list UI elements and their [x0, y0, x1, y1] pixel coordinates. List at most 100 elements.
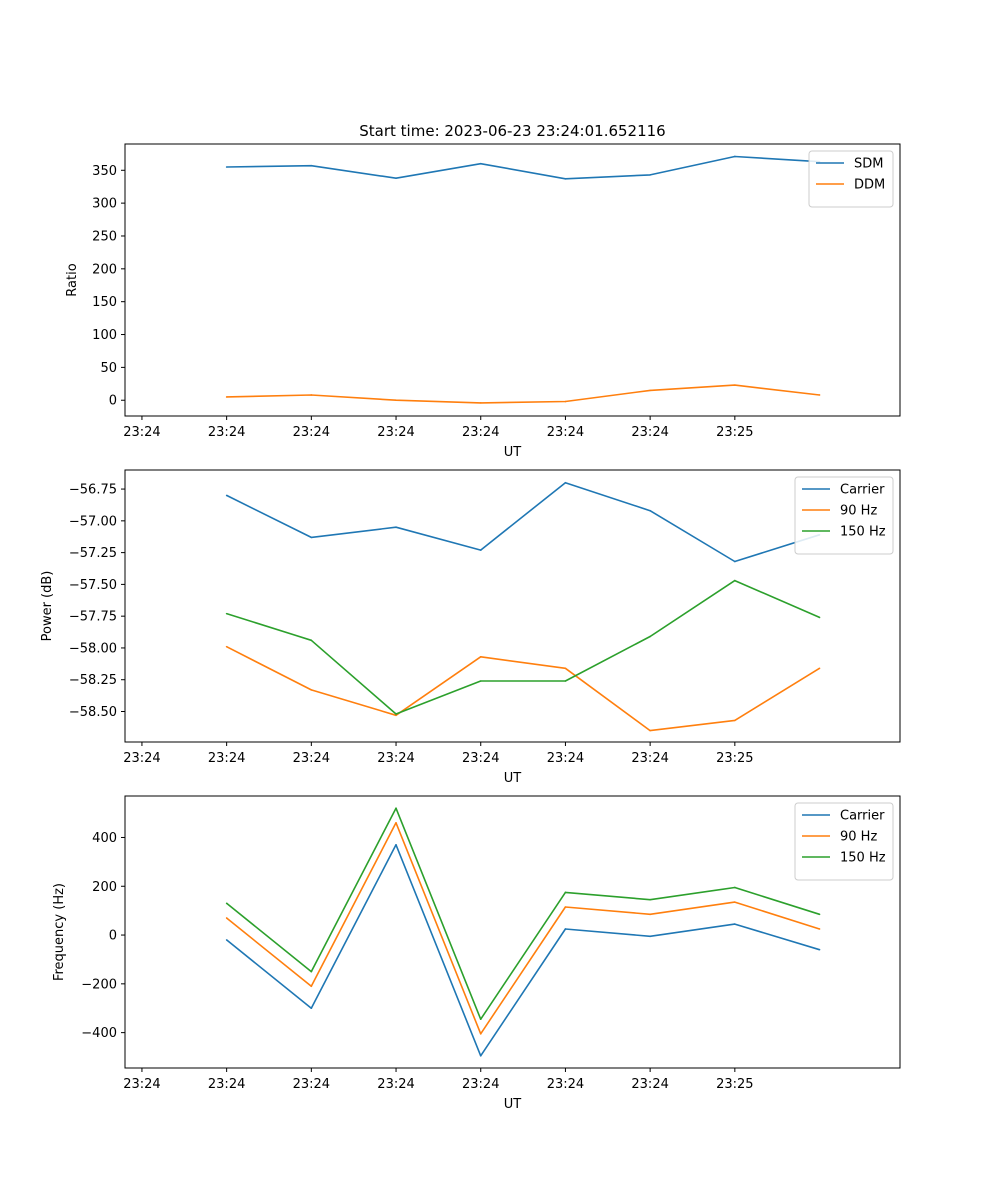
data-point-150-hz — [818, 616, 821, 619]
data-point-150-hz — [649, 635, 651, 638]
data-point-90-hz — [225, 917, 228, 919]
legend-label: 90 Hz — [840, 504, 877, 519]
data-point-ddm — [395, 399, 397, 402]
data-point-carrier — [649, 509, 651, 512]
data-point-ddm — [649, 389, 651, 392]
chart-panel-3: 23:24 23:24 23:24 23:24 23:24 23:24 23:24 23:25… — [52, 795, 901, 1112]
data-point-carrier — [225, 939, 228, 941]
x-axis-label: UT — [504, 1097, 522, 1112]
data-point-150-hz — [225, 902, 228, 905]
data-point-150-hz — [649, 898, 651, 901]
y-tick-label: 50 — [100, 361, 117, 376]
data-point-150-hz — [479, 680, 482, 682]
data-point-90-hz — [818, 928, 821, 930]
data-point-carrier — [564, 481, 567, 484]
plot-frame — [124, 795, 901, 1069]
data-point-carrier — [564, 928, 567, 930]
chart-panel-2: 23:24 23:24 23:24 23:24 23:24 23:24 23:24 23:25… — [40, 469, 901, 786]
data-point-carrier — [225, 494, 228, 497]
x-tick-label: 23:24 — [123, 1077, 160, 1092]
data-point-90-hz — [310, 985, 313, 988]
data-point-carrier — [310, 1007, 313, 1010]
y-tick-label: −400 — [81, 1026, 117, 1041]
legend — [794, 476, 894, 555]
y-tick-label: 0 — [109, 929, 117, 944]
data-point-90-hz — [479, 1033, 482, 1035]
data-point-sdm — [479, 162, 482, 165]
x-tick-label: 23:24 — [631, 751, 668, 766]
y-tick-label: −57.75 — [69, 610, 117, 625]
series-line-carrier — [226, 481, 820, 563]
data-point-90-hz — [310, 689, 313, 691]
data-point-150-hz — [564, 680, 567, 682]
data-point-150-hz — [395, 713, 397, 715]
x-tick-label: 23:24 — [208, 1077, 245, 1092]
data-point-carrier — [734, 923, 736, 925]
data-point-ddm — [310, 394, 313, 396]
y-tick-label: 150 — [92, 295, 117, 310]
series-line-ddm — [226, 384, 820, 404]
x-tick-label: 23:24 — [123, 751, 160, 766]
x-tick-label: 23:24 — [293, 1077, 330, 1092]
data-point-90-hz — [479, 656, 482, 658]
data-point-90-hz — [649, 913, 651, 916]
legend-label: Carrier — [840, 809, 885, 824]
figure-title: Start time: 2023-06-23 23:24:01.652116 — [359, 122, 665, 140]
x-tick-label: 23:25 — [716, 1077, 753, 1092]
data-point-90-hz — [734, 901, 736, 903]
x-tick-label: 23:25 — [716, 425, 753, 440]
data-point-carrier — [395, 526, 397, 528]
y-tick-label: −58.50 — [69, 705, 117, 720]
data-point-90-hz — [564, 667, 567, 670]
legend — [794, 802, 894, 881]
data-point-150-hz — [395, 807, 397, 809]
series-line-90-hz — [226, 645, 820, 732]
legend — [808, 150, 894, 208]
data-point-ddm — [818, 394, 821, 396]
data-point-sdm — [564, 178, 567, 180]
x-tick-label: 23:24 — [293, 751, 330, 766]
data-point-150-hz — [734, 579, 736, 582]
y-tick-label: 200 — [92, 880, 117, 895]
data-point-ddm — [734, 384, 736, 386]
y-axis-label: Ratio — [65, 263, 80, 296]
x-tick-label: 23:24 — [547, 1077, 584, 1092]
data-point-ddm — [225, 396, 228, 398]
y-tick-label: −200 — [81, 977, 117, 992]
data-point-carrier — [479, 1055, 482, 1057]
data-point-sdm — [649, 174, 651, 176]
x-axis-label: UT — [504, 771, 522, 786]
x-tick-label: 23:24 — [631, 1077, 668, 1092]
data-point-carrier — [818, 948, 821, 951]
plot-frame — [124, 469, 901, 743]
data-point-90-hz — [395, 822, 397, 824]
x-tick-label: 23:24 — [377, 1077, 414, 1092]
legend-label: DDM — [854, 178, 885, 193]
legend-label: Carrier — [840, 483, 885, 498]
data-point-150-hz — [734, 886, 736, 889]
legend-label: SDM — [854, 157, 883, 172]
data-point-carrier — [395, 843, 397, 846]
data-point-carrier — [479, 549, 482, 551]
chart-panels: 23:24 23:24 23:24 23:24 23:24 23:24 23:24 23:25… — [40, 143, 901, 1112]
plot-frame — [124, 143, 901, 417]
y-tick-label: −57.00 — [69, 514, 117, 529]
series-line-sdm — [226, 155, 820, 180]
data-point-90-hz — [734, 719, 736, 722]
y-axis-label: Frequency (Hz) — [52, 883, 67, 981]
x-tick-label: 23:24 — [547, 751, 584, 766]
legend-label: 90 Hz — [840, 830, 877, 845]
data-point-sdm — [310, 164, 313, 167]
y-axis-label: Power (dB) — [40, 571, 55, 642]
x-tick-label: 23:24 — [547, 425, 584, 440]
y-tick-label: −58.25 — [69, 673, 117, 688]
y-tick-label: 0 — [109, 394, 117, 409]
legend-label: 150 Hz — [840, 525, 886, 540]
y-tick-label: −58.00 — [69, 641, 117, 656]
y-tick-label: 350 — [92, 164, 117, 179]
data-point-150-hz — [818, 913, 821, 916]
data-point-sdm — [225, 166, 228, 168]
data-point-90-hz — [225, 645, 228, 648]
x-tick-label: 23:24 — [377, 751, 414, 766]
